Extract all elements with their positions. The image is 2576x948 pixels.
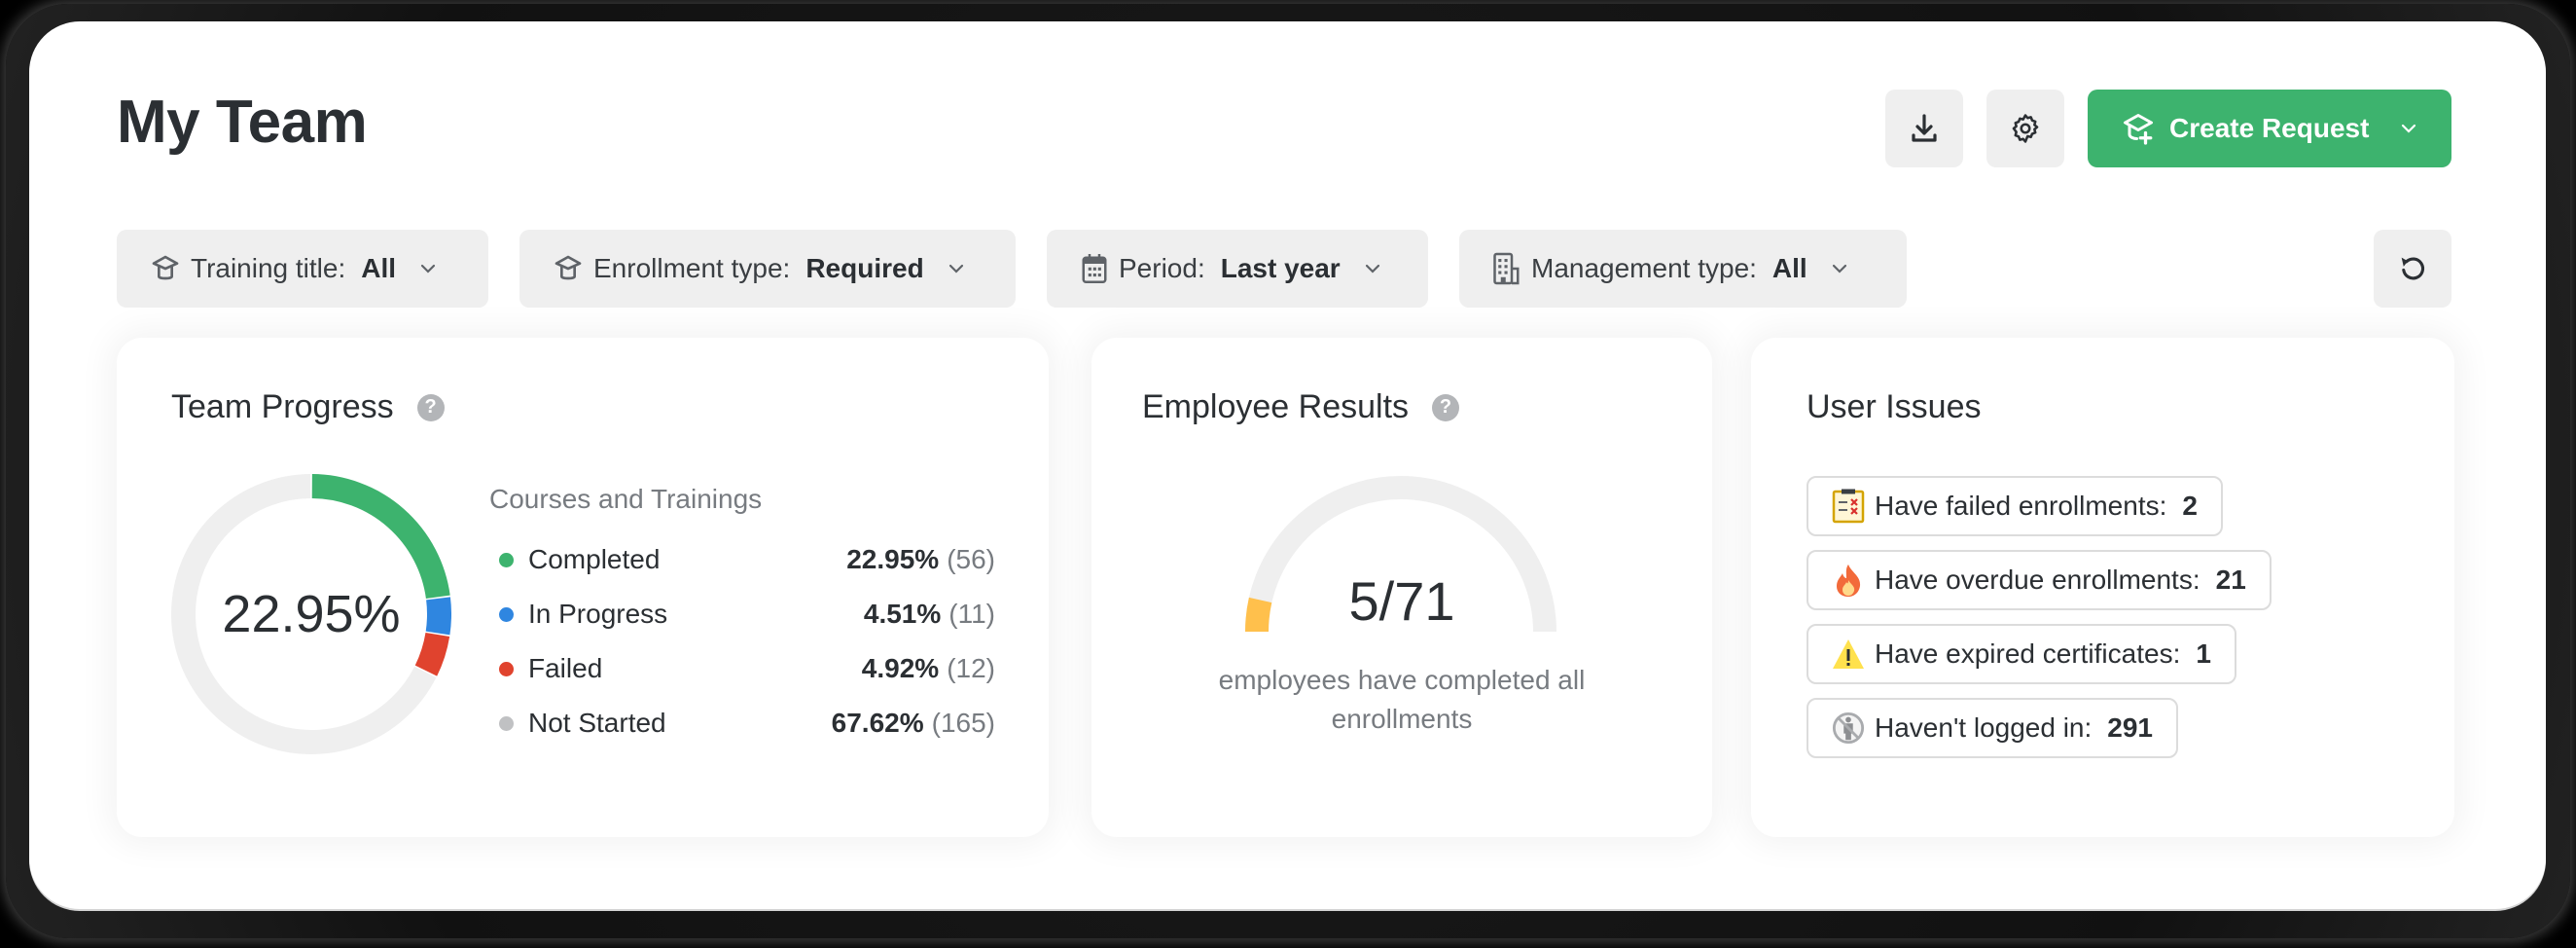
filter-value: All bbox=[1771, 253, 1807, 283]
filter-label: Enrollment type: bbox=[593, 253, 791, 283]
card-title: Employee Results bbox=[1142, 388, 1410, 425]
filter-period[interactable]: Period: Last year bbox=[1047, 230, 1428, 308]
legend-dot bbox=[499, 715, 514, 731]
issue-count: 291 bbox=[2107, 712, 2153, 743]
user-issues-header: User Issues bbox=[1807, 388, 1982, 426]
legend-percent: 67.62% bbox=[831, 708, 924, 738]
issue-failed-enrollments[interactable]: Have failed enrollments: 2 bbox=[1807, 476, 2223, 536]
filter-value: Last year bbox=[1220, 253, 1341, 283]
filter-value: Required bbox=[805, 253, 924, 283]
chevron-down-icon bbox=[1365, 264, 1379, 273]
legend-dot bbox=[499, 606, 514, 622]
settings-button[interactable] bbox=[1986, 90, 2064, 167]
filter-label: Training title: bbox=[191, 253, 346, 283]
graduation-cap-icon bbox=[555, 255, 582, 280]
legend-title: Courses and Trainings bbox=[489, 484, 763, 514]
help-icon[interactable]: ? bbox=[1432, 393, 1460, 421]
chevron-down-icon bbox=[1832, 264, 1846, 273]
employee-results-header: Employee Results ? bbox=[1142, 388, 1460, 426]
employee-results-card: Employee Results ? 5/71 employees have c… bbox=[1091, 338, 1712, 837]
issue-label: Haven't logged in: bbox=[1875, 712, 2093, 743]
gear-icon bbox=[2012, 114, 2039, 143]
card-title: Team Progress bbox=[171, 388, 394, 425]
issue-count: 21 bbox=[2215, 565, 2246, 595]
card-title: User Issues bbox=[1807, 388, 1982, 425]
legend-dot bbox=[499, 661, 514, 676]
gauge-value: 5/71 bbox=[1348, 570, 1455, 632]
legend-percent: 4.92% bbox=[861, 653, 940, 683]
filter-enrollment-type[interactable]: Enrollment type: Required bbox=[519, 230, 1016, 308]
issue-not-logged-in[interactable]: Haven't logged in: 291 bbox=[1807, 698, 2178, 758]
help-icon[interactable]: ? bbox=[416, 393, 445, 421]
employee-results-gauge bbox=[1245, 474, 1556, 633]
reset-icon bbox=[2401, 257, 2425, 280]
no-person-icon bbox=[1832, 711, 1865, 746]
user-issues-card: User Issues Have failed enrollments: 2 bbox=[1751, 338, 2454, 837]
chevron-down-icon bbox=[948, 264, 963, 273]
legend-label: In Progress bbox=[528, 599, 668, 629]
create-request-label: Create Request bbox=[2169, 113, 2370, 143]
legend-item-not-started: Not Started 67.62% (165) bbox=[489, 696, 995, 750]
legend-count: (12) bbox=[947, 653, 995, 683]
chevron-down-icon bbox=[2402, 124, 2416, 133]
gauge-svg bbox=[1245, 476, 1556, 633]
team-progress-header: Team Progress ? bbox=[171, 388, 445, 426]
graduation-cap-plus-icon bbox=[2124, 114, 2153, 145]
gauge-caption: employees have completed all enrollments bbox=[1218, 665, 1586, 734]
download-icon bbox=[1912, 114, 1937, 142]
legend-label: Failed bbox=[528, 653, 603, 683]
legend-item-in-progress: In Progress 4.51% (11) bbox=[489, 587, 995, 641]
legend-label: Not Started bbox=[528, 708, 666, 738]
fire-icon bbox=[1832, 563, 1865, 598]
graduation-cap-icon bbox=[152, 255, 179, 280]
legend-item-completed: Completed 22.95% (56) bbox=[489, 532, 995, 587]
legend-percent: 4.51% bbox=[863, 599, 942, 629]
issue-expired-certificates[interactable]: Have expired certificates: 1 bbox=[1807, 624, 2236, 684]
create-request-button[interactable]: Create Request bbox=[2088, 90, 2451, 167]
progress-donut-chart: 22.95% bbox=[171, 474, 451, 754]
donut-center-value: 22.95% bbox=[222, 585, 401, 643]
issue-count: 2 bbox=[2182, 491, 2198, 521]
issue-label: Have expired certificates: bbox=[1875, 638, 2181, 669]
reset-filters-button[interactable] bbox=[2374, 230, 2451, 308]
filter-management-type[interactable]: Management type: All bbox=[1459, 230, 1907, 308]
donut-svg bbox=[171, 474, 451, 754]
filter-label: Management type: bbox=[1531, 253, 1757, 283]
legend-count: (56) bbox=[947, 544, 995, 574]
user-issues-list: Have failed enrollments: 2 Have overdue … bbox=[1807, 476, 2272, 758]
building-icon bbox=[1493, 252, 1520, 285]
filter-value: All bbox=[361, 253, 397, 283]
download-button[interactable] bbox=[1885, 90, 1963, 167]
progress-legend: Courses and Trainings Completed 22.95% (… bbox=[489, 484, 995, 750]
warning-icon bbox=[1832, 637, 1865, 672]
calendar-icon bbox=[1082, 254, 1107, 283]
filter-label: Period: bbox=[1119, 253, 1205, 283]
legend-count: (165) bbox=[931, 708, 995, 738]
chevron-down-icon bbox=[420, 264, 436, 273]
issue-count: 1 bbox=[2196, 638, 2211, 669]
team-progress-card: Team Progress ? 22.95% Courses and Train… bbox=[117, 338, 1049, 837]
issue-overdue-enrollments[interactable]: Have overdue enrollments: 21 bbox=[1807, 550, 2272, 610]
issue-label: Have overdue enrollments: bbox=[1875, 565, 2200, 595]
failed-clipboard-icon bbox=[1832, 489, 1865, 524]
legend-dot bbox=[499, 552, 514, 567]
filter-training-title[interactable]: Training title: All bbox=[117, 230, 488, 308]
legend-item-failed: Failed 4.92% (12) bbox=[489, 641, 995, 696]
page-title: My Team bbox=[117, 89, 368, 156]
legend-percent: 22.95% bbox=[846, 544, 940, 574]
legend-label: Completed bbox=[528, 544, 661, 574]
legend-count: (11) bbox=[948, 599, 995, 629]
issue-label: Have failed enrollments: bbox=[1875, 491, 2167, 521]
